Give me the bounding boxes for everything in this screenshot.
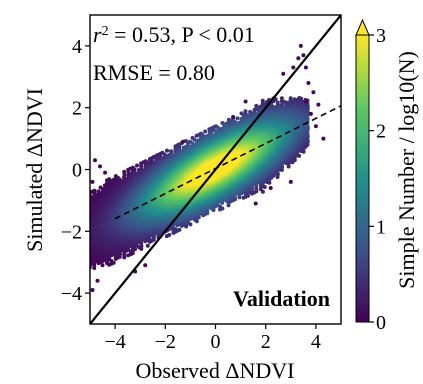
density-point: [188, 222, 193, 227]
x-tick-label: 2: [261, 331, 271, 353]
density-point: [180, 139, 185, 144]
density-point: [280, 165, 285, 170]
density-point: [169, 149, 173, 154]
density-point: [288, 179, 293, 184]
y-tick-label: −2: [61, 221, 82, 243]
y-tick-label: 0: [72, 160, 82, 182]
density-point: [305, 123, 310, 128]
density-point: [111, 260, 116, 265]
colorbar-gradient: [355, 34, 370, 323]
density-point: [299, 96, 304, 101]
x-axis-label: Observed ΔNDVI: [136, 358, 295, 383]
x-tick-label: 0: [211, 331, 221, 353]
x-axis-ticks: −4 −2 0 2 4: [104, 324, 321, 353]
density-point: [275, 100, 280, 105]
density-point: [95, 278, 100, 283]
density-point: [177, 227, 182, 232]
density-point: [165, 148, 169, 153]
density-point: [286, 164, 291, 169]
density-point: [262, 185, 267, 189]
colorbar-ticks: 0 1 2 3: [369, 25, 386, 334]
density-point: [90, 179, 95, 184]
density-point: [243, 99, 248, 104]
density-point: [298, 43, 303, 48]
density-point: [253, 201, 258, 206]
density-point: [135, 163, 139, 168]
density-point: [281, 71, 286, 76]
y-axis-ticks: −4 −2 0 2 4: [61, 36, 90, 305]
density-point: [167, 233, 172, 237]
density-point: [313, 124, 318, 129]
density-point: [177, 145, 182, 149]
density-point: [306, 81, 311, 85]
reference-lines: [90, 15, 341, 324]
density-point: [122, 255, 127, 260]
density-point: [93, 158, 97, 163]
density-point: [268, 186, 273, 190]
density-point: [301, 53, 306, 58]
density-point: [118, 252, 122, 256]
density-point: [143, 263, 148, 268]
density-point: [92, 188, 97, 193]
colorbar-tick-label: 0: [376, 312, 386, 334]
density-point: [100, 263, 105, 268]
density-point: [260, 98, 265, 103]
colorbar-tick-label: 1: [376, 216, 386, 238]
y-axis-label: Simulated ΔNDVI: [22, 88, 47, 252]
density-point: [203, 129, 208, 134]
colorbar: 0 1 2 3 Simple Number / log10(N): [355, 18, 419, 334]
density-point: [308, 111, 313, 116]
density-point: [243, 109, 248, 114]
x-tick-label: −2: [155, 331, 176, 353]
density-point: [303, 99, 308, 104]
x-tick-label: 4: [311, 331, 321, 353]
density-point: [122, 169, 127, 174]
one-to-one-line: [90, 15, 341, 324]
x-tick-label: −4: [104, 331, 125, 353]
density-point: [305, 109, 310, 114]
density-point: [92, 263, 97, 268]
density-point: [132, 167, 137, 172]
colorbar-tick-label: 3: [376, 25, 386, 47]
density-point: [279, 96, 284, 101]
density-point: [301, 149, 306, 154]
r2-annotation: r2 = 0.53, P < 0.01: [93, 22, 255, 47]
density-point: [254, 186, 259, 191]
regression-line: [114, 105, 341, 220]
density-point: [90, 288, 95, 292]
y-tick-label: 4: [72, 36, 82, 58]
density-point: [296, 56, 301, 61]
density-point: [288, 96, 293, 101]
density-point: [92, 266, 97, 270]
density-point: [235, 116, 240, 121]
density-point: [260, 189, 265, 194]
density-point: [103, 170, 108, 175]
density-point: [231, 115, 236, 119]
density-point: [145, 243, 150, 248]
y-tick-label: 2: [72, 98, 82, 120]
density-point: [291, 65, 296, 70]
density-point: [303, 65, 308, 70]
density-point: [297, 153, 302, 158]
colorbar-label: Simple Number / log10(N): [394, 51, 419, 289]
density-point: [139, 246, 144, 251]
colorbar-tick-label: 2: [376, 121, 386, 143]
density-point: [311, 90, 316, 95]
panel-label: Validation: [233, 286, 330, 311]
density-point: [321, 136, 326, 141]
density-points: [90, 43, 326, 292]
y-tick-label: −4: [61, 283, 82, 305]
density-point: [226, 203, 231, 208]
rmse-annotation: RMSE = 0.80: [93, 60, 215, 85]
density-point: [98, 164, 102, 169]
colorbar-extend-arrow: [355, 18, 370, 36]
density-point: [316, 102, 321, 107]
density-point: [220, 206, 225, 211]
